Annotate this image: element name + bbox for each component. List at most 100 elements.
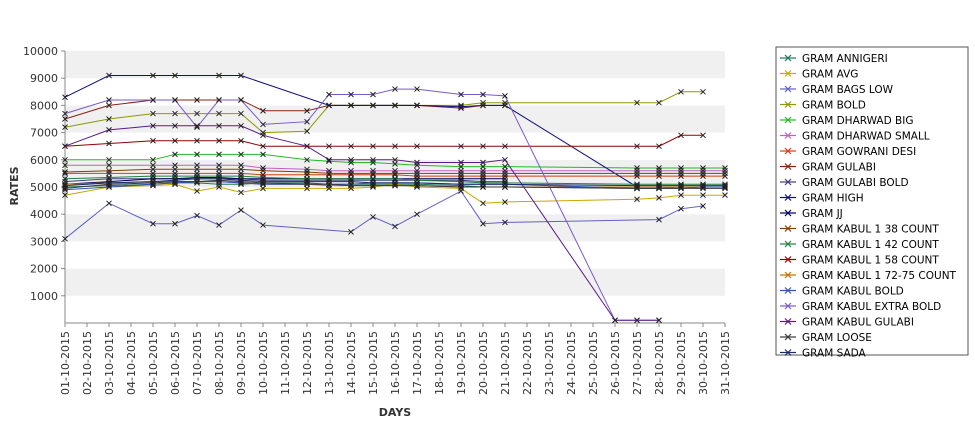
- series-line: [64, 179, 725, 189]
- legend-item: GRAM AVG: [780, 69, 858, 81]
- legend-item: GRAM BOLD: [780, 100, 866, 112]
- legend: GRAM ANNIGERI GRAM AVG GRAM BAGS LOW GRAM B…: [775, 46, 969, 360]
- data-point: [172, 151, 178, 158]
- x-tick-label: 17-10-2015: [411, 331, 424, 395]
- legend-label: GRAM JJ: [802, 208, 843, 220]
- data-point: [458, 159, 464, 166]
- legend-box: [775, 46, 969, 356]
- data-point: [216, 151, 222, 158]
- data-point: [370, 175, 376, 182]
- legend-marker: [784, 101, 792, 108]
- data-point: [194, 175, 200, 182]
- data-point: [480, 163, 486, 170]
- data-point: [348, 156, 354, 163]
- data-point: [62, 175, 68, 182]
- legend-label: GRAM LOOSE: [802, 332, 872, 344]
- data-point: [392, 143, 398, 150]
- data-point: [62, 110, 68, 117]
- x-tick-label: 01-10-2015: [59, 331, 72, 395]
- data-point: [216, 97, 222, 103]
- data-point: [348, 182, 354, 189]
- data-point: [216, 122, 222, 129]
- data-point: [304, 107, 310, 114]
- data-point: [194, 122, 200, 129]
- data-point: [172, 166, 178, 173]
- data-point: [414, 102, 420, 109]
- data-point: [304, 156, 310, 163]
- data-point: [238, 166, 244, 173]
- data-point: [392, 161, 398, 167]
- data-point: [150, 220, 156, 227]
- data-point: [172, 122, 178, 129]
- data-point: [700, 88, 706, 95]
- legend-item: GRAM KABUL BOLD: [780, 286, 904, 298]
- data-point: [260, 143, 266, 150]
- grid-band: [65, 214, 725, 242]
- data-point: [150, 122, 156, 129]
- data-point: [106, 140, 112, 147]
- data-point: [392, 223, 398, 230]
- legend-label: GRAM KABUL 1 42 COUNT: [802, 239, 939, 251]
- data-point: [62, 162, 68, 169]
- data-point: [678, 182, 684, 189]
- data-point: [348, 102, 354, 109]
- legend-marker: [784, 132, 792, 139]
- grid-band: [65, 105, 725, 133]
- data-point: [348, 170, 354, 177]
- data-point: [238, 173, 244, 179]
- data-point: [700, 182, 706, 189]
- x-tick-label: 07-10-2015: [191, 331, 204, 395]
- x-axis-label: DAYS: [379, 406, 412, 419]
- data-point: [458, 181, 464, 188]
- x-tick-label: 23-10-2015: [543, 331, 556, 395]
- data-point: [106, 127, 112, 133]
- x-tick-label: 08-10-2015: [213, 331, 226, 395]
- data-point: [260, 151, 266, 158]
- y-tick-label: 6000: [30, 154, 58, 167]
- data-point: [722, 192, 728, 199]
- legend-item: GRAM SADA: [780, 348, 867, 360]
- data-point: [172, 177, 178, 184]
- data-point: [392, 102, 398, 109]
- data-point: [172, 72, 178, 79]
- y-tick-label: 1000: [30, 290, 58, 303]
- data-point: [480, 91, 486, 98]
- data-point: [502, 156, 508, 163]
- data-point: [392, 170, 398, 177]
- grid-band: [65, 241, 725, 269]
- x-tick-label: 12-10-2015: [301, 331, 314, 395]
- x-tick-label: 06-10-2015: [169, 331, 182, 395]
- data-point: [656, 216, 662, 223]
- data-point: [326, 102, 332, 109]
- data-point: [216, 175, 222, 182]
- data-point: [172, 137, 178, 144]
- data-point: [304, 169, 310, 175]
- legend-marker: [784, 256, 792, 263]
- data-point: [392, 156, 398, 163]
- data-point: [216, 222, 222, 228]
- series-gram-loose: [62, 177, 728, 192]
- data-point: [480, 102, 486, 109]
- data-point: [62, 124, 68, 131]
- data-point: [62, 116, 68, 122]
- data-point: [634, 170, 640, 177]
- data-point: [194, 166, 200, 173]
- x-tick-label: 27-10-2015: [631, 331, 644, 395]
- data-point: [348, 143, 354, 150]
- data-point: [502, 219, 508, 226]
- data-point: [260, 185, 266, 192]
- data-point: [106, 102, 112, 109]
- data-point: [216, 137, 222, 144]
- data-point: [238, 189, 244, 196]
- data-point: [480, 200, 486, 207]
- legend-item: GRAM KABUL GULABI: [780, 317, 914, 329]
- data-point: [194, 162, 200, 169]
- series-gram-sada: [62, 175, 728, 189]
- data-point: [106, 200, 112, 207]
- x-tick-label: 19-10-2015: [455, 331, 468, 395]
- data-point: [656, 99, 662, 106]
- legend-marker: [784, 349, 792, 356]
- legend-label: GRAM AVG: [802, 69, 858, 81]
- x-tick-label: 15-10-2015: [367, 331, 380, 395]
- x-tick-label: 26-10-2015: [609, 331, 622, 395]
